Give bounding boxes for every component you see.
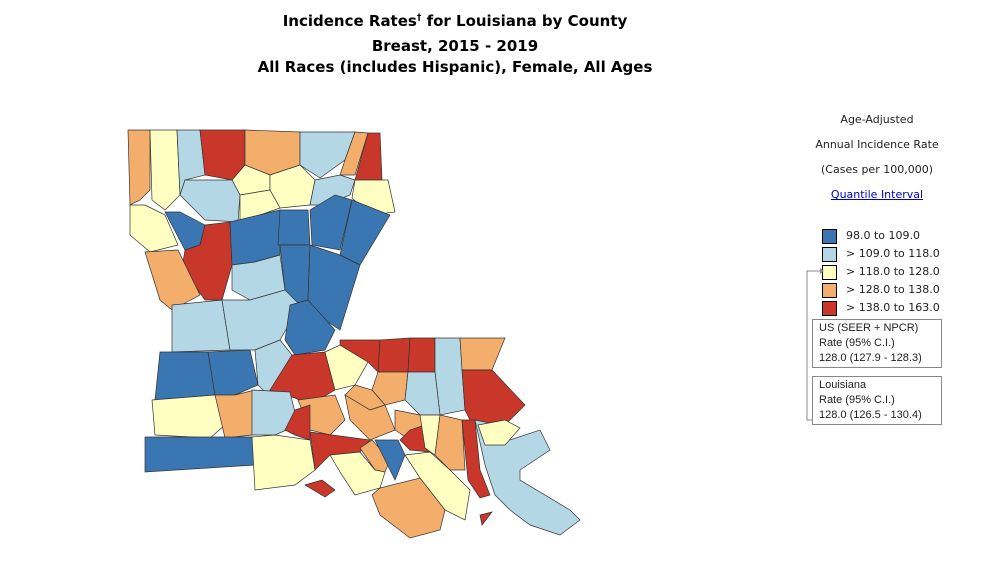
- state-rate-label: Louisiana: [819, 379, 867, 391]
- legend-heading-2: Annual Incidence Rate: [815, 138, 939, 151]
- parish-region[interactable]: [144, 436, 256, 473]
- parish-region[interactable]: [304, 479, 336, 498]
- parish-region[interactable]: [149, 129, 181, 211]
- us-rate-box: US (SEER + NPCR) Rate (95% C.I.) 128.0 (…: [812, 319, 942, 368]
- parish-region[interactable]: [144, 249, 201, 311]
- parish-region[interactable]: [459, 337, 506, 371]
- parish-region[interactable]: [179, 179, 241, 223]
- us-rate-label: US (SEER + NPCR): [819, 322, 919, 334]
- legend-swatch: [822, 301, 837, 316]
- parish-region[interactable]: [299, 131, 356, 179]
- state-rate-value: 128.0 (126.5 - 130.4): [819, 409, 922, 421]
- parish-region[interactable]: [127, 129, 151, 206]
- legend-swatch: [822, 283, 837, 298]
- map-subtitle-cancer-site: Breast, 2015 - 2019: [371, 37, 539, 55]
- parish-region[interactable]: [129, 204, 179, 253]
- map-title-text: Incidence Rates: [282, 12, 417, 30]
- parish-region[interactable]: [461, 369, 526, 426]
- parish-region[interactable]: [329, 451, 386, 496]
- parish-region[interactable]: [151, 394, 226, 439]
- parish-region[interactable]: [474, 419, 581, 536]
- legend-class-label: 98.0 to 109.0: [846, 229, 921, 242]
- parish-region[interactable]: [284, 404, 311, 441]
- parish-region[interactable]: [239, 189, 281, 223]
- legend-class-label: > 109.0 to 118.0: [846, 247, 940, 260]
- us-rate-value: 128.0 (127.9 - 128.3): [819, 352, 922, 364]
- parish-region[interactable]: [324, 344, 369, 391]
- legend-link-row: Quantile Interval: [800, 188, 954, 202]
- legend-heading-1: Age-Adjusted: [840, 113, 914, 126]
- state-rate-ci-label: Rate (95% C.I.): [819, 394, 895, 406]
- dagger-footnote-mark: †: [416, 13, 422, 23]
- parish-region[interactable]: [434, 337, 466, 416]
- map-subtitle-population: All Races (includes Hispanic), Female, A…: [257, 58, 653, 76]
- parish-region[interactable]: [374, 439, 406, 481]
- parish-region[interactable]: [207, 349, 259, 396]
- parish-region[interactable]: [434, 414, 466, 471]
- parish-region[interactable]: [176, 129, 206, 196]
- parish-region[interactable]: [171, 299, 231, 353]
- parish-region[interactable]: [277, 209, 311, 246]
- quantile-interval-link[interactable]: Quantile Interval: [830, 188, 924, 201]
- parish-region[interactable]: [339, 339, 381, 373]
- legend-class-label: > 118.0 to 128.0: [846, 265, 940, 278]
- us-rate-ci-label: Rate (95% C.I.): [819, 337, 895, 349]
- parish-region[interactable]: [479, 511, 493, 526]
- parish-region[interactable]: [154, 351, 216, 401]
- legend-connector: [806, 268, 824, 421]
- parish-region[interactable]: [339, 131, 369, 176]
- parish-region[interactable]: [477, 419, 521, 446]
- parish-region[interactable]: [251, 434, 316, 491]
- map-title: Incidence Rates† for Louisiana by County: [0, 12, 910, 30]
- parish-region[interactable]: [309, 194, 353, 251]
- legend-class-label: > 138.0 to 163.0: [846, 301, 940, 314]
- parish-region[interactable]: [214, 389, 256, 439]
- parish-region[interactable]: [407, 337, 436, 373]
- state-rate-box: Louisiana Rate (95% C.I.) 128.0 (126.5 -…: [812, 376, 942, 425]
- legend-heading-3: (Cases per 100,000): [821, 163, 933, 176]
- parish-region[interactable]: [359, 439, 391, 473]
- parish-region[interactable]: [404, 371, 441, 416]
- legend-swatch: [822, 247, 837, 262]
- parish-region[interactable]: [284, 299, 336, 356]
- parish-region[interactable]: [377, 337, 411, 373]
- parish-region[interactable]: [371, 371, 409, 406]
- legend-swatch: [822, 229, 837, 244]
- map-title-suffix: for Louisiana by County: [421, 12, 628, 30]
- legend-swatch: [822, 265, 837, 280]
- parish-region[interactable]: [371, 477, 446, 539]
- legend-class-label: > 128.0 to 138.0: [846, 283, 940, 296]
